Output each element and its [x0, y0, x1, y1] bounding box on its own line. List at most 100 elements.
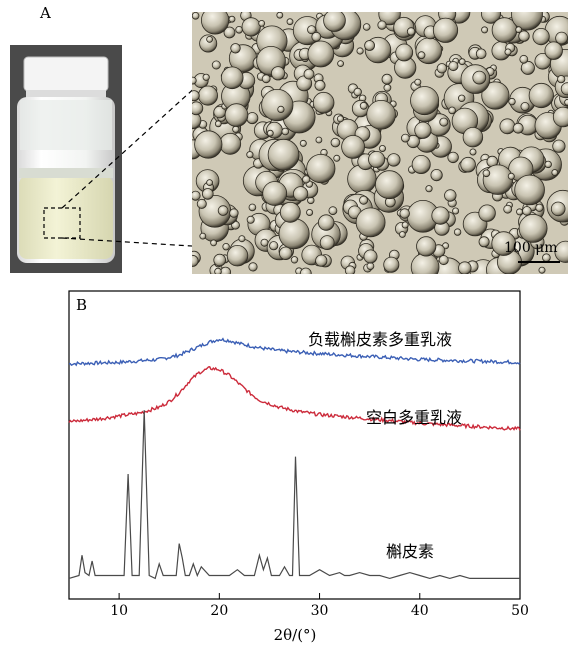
droplet	[307, 25, 317, 35]
droplet	[364, 40, 376, 51]
droplet	[359, 195, 369, 205]
droplet	[278, 218, 310, 250]
droplet	[482, 164, 514, 195]
droplet	[560, 82, 568, 96]
droplet	[303, 68, 315, 80]
vial-neck	[26, 90, 106, 98]
droplet	[551, 169, 559, 176]
x-axis-ticks	[118, 593, 521, 599]
droplet	[462, 126, 484, 148]
droplet	[319, 235, 335, 251]
droplet	[414, 78, 422, 86]
droplet	[269, 241, 279, 251]
droplet	[448, 61, 459, 72]
droplet	[507, 172, 515, 180]
droplet	[336, 115, 344, 123]
droplet	[314, 79, 326, 91]
droplet	[491, 231, 517, 256]
droplet	[453, 228, 462, 236]
droplet	[362, 23, 371, 31]
droplet	[341, 134, 366, 159]
x-axis-title: 2θ/(°)	[273, 626, 317, 644]
droplet	[246, 151, 254, 159]
droplet	[439, 117, 449, 127]
droplet	[511, 12, 543, 31]
droplet	[417, 51, 426, 60]
vial-headspace	[20, 100, 112, 150]
droplet	[330, 137, 341, 148]
droplet	[267, 138, 300, 171]
droplet	[246, 215, 255, 224]
droplet	[344, 265, 356, 274]
droplet	[220, 266, 231, 274]
droplet	[481, 26, 489, 34]
droplet	[475, 48, 487, 60]
droplet	[410, 252, 440, 274]
droplet	[226, 244, 249, 267]
droplet	[333, 154, 341, 162]
droplet	[518, 213, 548, 243]
droplet	[261, 89, 294, 122]
droplet	[460, 156, 476, 173]
droplet	[519, 54, 529, 64]
droplet	[383, 256, 400, 273]
droplet	[206, 36, 214, 43]
droplet	[395, 43, 414, 62]
droplet	[312, 91, 335, 114]
droplet	[458, 94, 466, 102]
droplet	[246, 112, 259, 125]
droplet	[381, 73, 393, 85]
droplet	[557, 75, 566, 84]
droplet	[378, 144, 386, 152]
droplet	[555, 31, 568, 45]
droplet	[279, 201, 301, 223]
plot-series	[68, 337, 521, 580]
droplet	[220, 66, 244, 90]
droplet	[503, 204, 513, 214]
droplet	[258, 19, 266, 27]
scale-bar-label: 100 μm	[504, 240, 558, 256]
emulsion-layer	[19, 176, 113, 259]
droplet	[508, 97, 516, 106]
droplet	[262, 181, 288, 206]
droplet	[266, 129, 274, 137]
droplet	[552, 139, 566, 153]
series-line-loaded	[68, 337, 521, 367]
droplet	[399, 208, 410, 219]
droplet	[323, 12, 346, 32]
droplet	[232, 125, 240, 133]
droplet	[290, 256, 299, 264]
droplet	[356, 47, 364, 55]
droplet	[217, 205, 229, 216]
droplet	[438, 255, 449, 266]
micrograph	[192, 12, 568, 274]
droplet	[383, 83, 392, 92]
droplet	[363, 249, 378, 264]
x-tick-label-50: 50	[511, 603, 529, 619]
droplet	[337, 60, 345, 67]
droplet	[514, 174, 545, 206]
droplet	[222, 242, 230, 251]
plot-frame	[68, 290, 521, 600]
panel-a-label: A	[40, 4, 51, 22]
droplet	[214, 120, 222, 128]
zoom-connector-upper	[61, 55, 231, 209]
droplet	[197, 85, 218, 106]
x-tick-label-20: 20	[210, 603, 229, 619]
droplet	[311, 31, 322, 42]
droplet	[368, 150, 386, 168]
droplet	[458, 261, 472, 274]
droplet	[307, 40, 335, 68]
droplet	[276, 12, 284, 19]
droplet	[504, 48, 512, 56]
droplet	[472, 70, 487, 85]
droplet	[431, 206, 450, 225]
droplet	[544, 41, 563, 60]
droplet	[411, 154, 431, 174]
droplet	[478, 236, 490, 248]
droplet	[444, 189, 457, 202]
droplet	[302, 175, 311, 184]
droplet	[328, 206, 338, 216]
droplet	[515, 26, 523, 34]
droplet	[292, 186, 309, 202]
